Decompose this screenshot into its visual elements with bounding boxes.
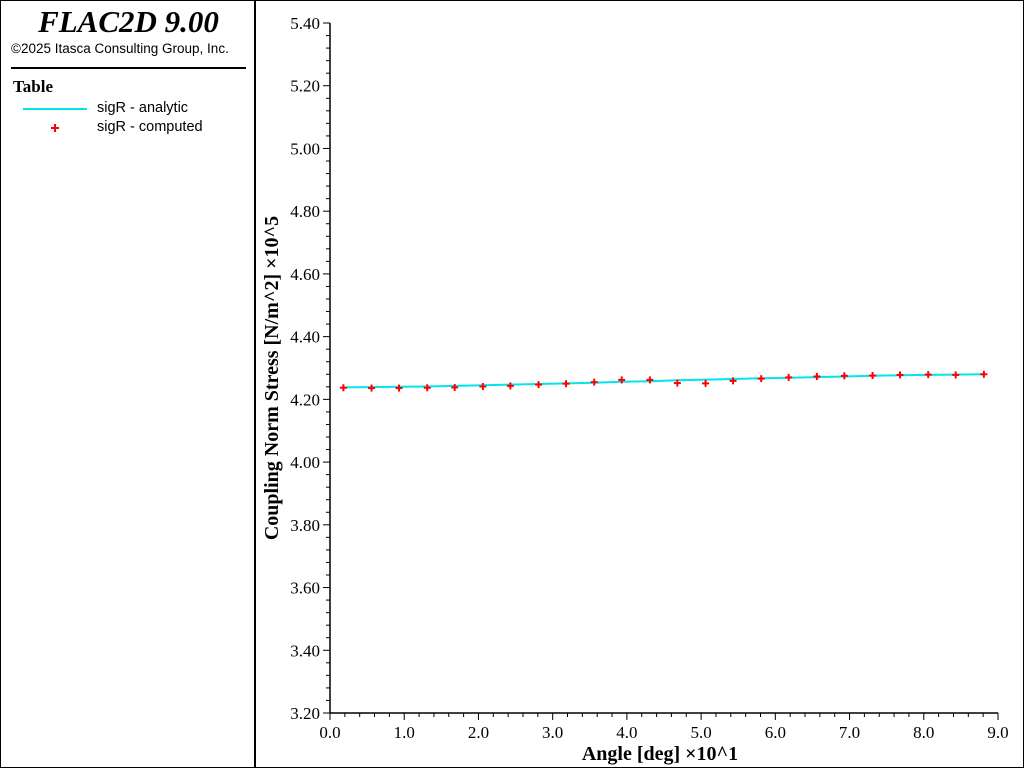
legend-item-computed: sigR - computed	[1, 119, 256, 137]
y-tick-label: 5.40	[290, 14, 320, 33]
y-tick-label: 3.60	[290, 579, 320, 598]
copyright-text: ©2025 Itasca Consulting Group, Inc.	[11, 41, 229, 56]
legend-item-label: sigR - computed	[97, 119, 203, 135]
y-tick-label: 5.20	[290, 77, 320, 96]
data-point-computed	[506, 382, 514, 390]
data-point-computed	[840, 372, 848, 380]
x-tick-label: 4.0	[616, 723, 637, 742]
plus-marker-icon	[51, 124, 59, 132]
data-point-computed	[980, 370, 988, 378]
data-point-computed	[339, 384, 347, 392]
x-tick-label: 3.0	[542, 723, 563, 742]
data-point-computed	[395, 384, 403, 392]
data-point-computed	[869, 372, 877, 380]
x-axis-label: Angle [deg] ×10^1	[582, 743, 738, 765]
x-tick-label: 5.0	[690, 723, 711, 742]
y-tick-label: 3.40	[290, 641, 320, 660]
y-tick-label: 4.80	[290, 202, 320, 221]
x-tick-label: 8.0	[913, 723, 934, 742]
data-point-computed	[479, 383, 487, 391]
chart-svg: 3.203.403.603.804.004.204.404.604.805.00…	[261, 14, 1009, 765]
data-point-computed	[813, 372, 821, 380]
plot-area: 3.20 3.40 3.60 3.80 4.00 4.20 4.40 4.60 4.80 5.00…	[258, 1, 1023, 767]
legend-panel: FLAC2D 9.00 ©2025 Itasca Consulting Grou…	[1, 1, 256, 767]
legend-item-label: sigR - analytic	[97, 100, 189, 116]
x-tick-label: 0.0	[319, 723, 340, 742]
data-point-computed	[702, 379, 710, 387]
data-point-computed	[423, 384, 431, 392]
x-tick-label: 1.0	[394, 723, 415, 742]
data-point-computed	[590, 378, 598, 386]
app-title: FLAC2D 9.00	[38, 4, 219, 39]
y-tick-label: 4.40	[290, 328, 320, 347]
data-point-computed	[451, 383, 459, 391]
y-tick-label: 3.80	[290, 516, 320, 535]
data-point-computed	[729, 377, 737, 385]
series-layer	[339, 370, 988, 392]
data-point-computed	[646, 376, 654, 384]
y-tick-label: 4.60	[290, 265, 320, 284]
data-point-computed	[924, 371, 932, 379]
data-point-computed	[673, 379, 681, 387]
data-point-computed	[535, 381, 543, 389]
y-axis-label: Coupling Norm Stress [N/m^2] ×10^5	[261, 216, 283, 540]
data-point-computed	[618, 376, 626, 384]
legend-title: Table	[13, 77, 54, 96]
data-point-computed	[785, 373, 793, 381]
x-tick-label: 2.0	[468, 723, 489, 742]
series-line-analytic	[343, 373, 984, 389]
data-point-computed	[368, 384, 376, 392]
y-tick-label: 5.00	[290, 139, 320, 158]
axes: 3.203.403.603.804.004.204.404.604.805.00…	[290, 14, 1008, 742]
line-swatch-icon	[23, 108, 87, 110]
legend-divider	[11, 67, 246, 69]
y-tick-label: 3.20	[290, 704, 320, 723]
x-tick-label: 6.0	[765, 723, 786, 742]
data-point-computed	[952, 371, 960, 379]
data-point-computed	[896, 371, 904, 379]
data-point-computed	[562, 380, 570, 388]
x-tick-label: 9.0	[987, 723, 1008, 742]
y-tick-label: 4.20	[290, 390, 320, 409]
data-point-computed	[757, 375, 765, 383]
legend-item-analytic: sigR - analytic	[1, 100, 256, 118]
x-tick-label: 7.0	[839, 723, 860, 742]
y-tick-label: 4.00	[290, 453, 320, 472]
